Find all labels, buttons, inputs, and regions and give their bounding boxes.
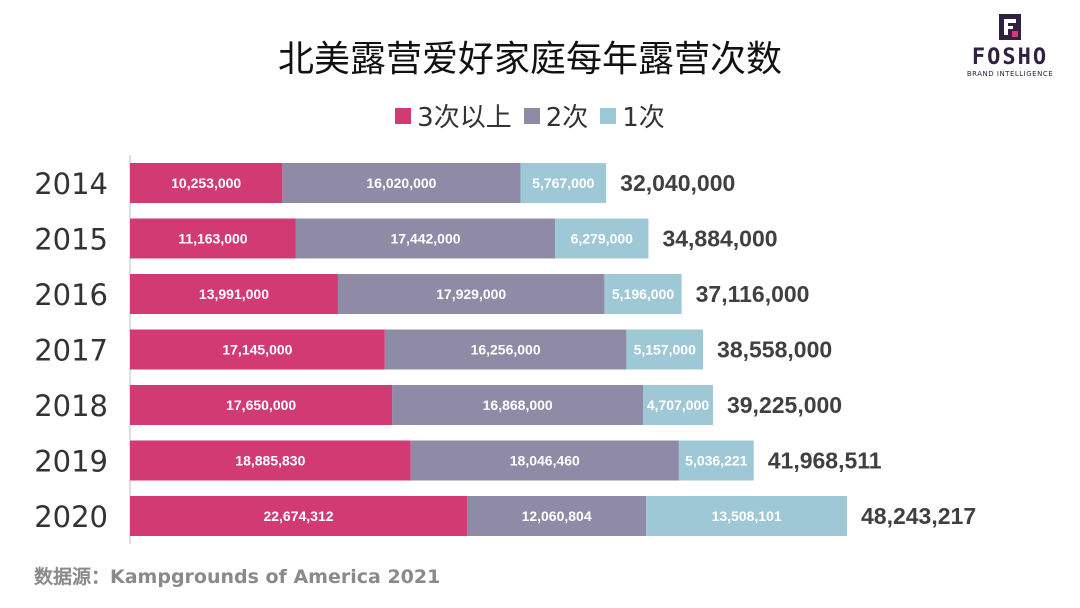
source-note: 数据源：Kampgrounds of America 2021 bbox=[34, 566, 441, 588]
total-label-2018: 39,225,000 bbox=[727, 392, 842, 418]
bar-value-label-2020-s1: 12,060,804 bbox=[522, 508, 592, 524]
bar-segment-2020-s1 bbox=[466, 496, 647, 536]
bar-value-label-2018-s0: 17,650,000 bbox=[226, 397, 296, 413]
bar-segment-2018-s1 bbox=[392, 385, 644, 425]
bar-value-label-2014-s0: 10,253,000 bbox=[171, 175, 241, 191]
bar-segment-2015-s2 bbox=[555, 218, 649, 259]
bar-segment-2017-s0 bbox=[130, 329, 385, 370]
year-label-2020: 2020 bbox=[34, 500, 108, 534]
logo-tagline: BRAND INTELLIGENCE bbox=[966, 70, 1054, 78]
total-label-2016: 37,116,000 bbox=[696, 281, 810, 307]
bar-value-label-2017-s0: 17,145,000 bbox=[222, 342, 292, 358]
logo-mark-icon bbox=[999, 14, 1021, 40]
legend: 3次以上 2次 1次 bbox=[0, 97, 1060, 134]
total-label-2019: 41,968,511 bbox=[768, 448, 882, 474]
brand-logo: FOSHO BRAND INTELLIGENCE bbox=[958, 14, 1062, 78]
bar-segment-2017-s2 bbox=[626, 329, 704, 370]
year-label-2016: 2016 bbox=[34, 278, 108, 312]
bar-value-label-2019-s2: 5,036,221 bbox=[685, 453, 747, 469]
year-label-2014: 2014 bbox=[34, 167, 108, 201]
bar-value-label-2016-s0: 13,991,000 bbox=[199, 286, 269, 302]
legend-item-3plus: 3次以上 bbox=[395, 97, 512, 134]
legend-swatch-2 bbox=[523, 107, 540, 124]
total-label-2020: 48,243,217 bbox=[861, 503, 976, 529]
bar-segment-2014-s2 bbox=[520, 163, 607, 203]
bar-segment-2018-s2 bbox=[643, 385, 713, 425]
logo-wordmark: FOSHO bbox=[971, 45, 1049, 70]
bar-segment-2018-s0 bbox=[130, 385, 393, 425]
year-label-2019: 2019 bbox=[34, 445, 108, 479]
bar-value-label-2015-s1: 17,442,000 bbox=[390, 231, 460, 247]
legend-swatch-3plus bbox=[395, 107, 412, 124]
year-label-2018: 2018 bbox=[34, 389, 108, 423]
bar-value-label-2020-s0: 22,674,312 bbox=[263, 508, 333, 524]
bar-segment-2017-s1 bbox=[384, 329, 627, 370]
bar-segment-2015-s0 bbox=[130, 218, 296, 259]
bar-value-label-2015-s2: 6,279,000 bbox=[571, 231, 633, 247]
bar-value-label-2017-s1: 16,256,000 bbox=[471, 342, 541, 358]
bar-segment-2019-s1 bbox=[410, 440, 679, 481]
total-label-2014: 32,040,000 bbox=[620, 170, 735, 196]
total-label-2015: 34,884,000 bbox=[662, 226, 777, 252]
bar-segment-2020-s2 bbox=[646, 496, 847, 536]
bar-value-label-2019-s1: 18,046,460 bbox=[510, 453, 580, 469]
bar-segment-2016-s2 bbox=[604, 274, 682, 314]
bar-value-label-2018-s2: 4,707,000 bbox=[647, 397, 709, 413]
legend-item-1: 1次 bbox=[600, 97, 665, 134]
bar-value-label-2016-s1: 17,929,000 bbox=[436, 286, 506, 302]
bar-segment-2014-s1 bbox=[282, 163, 521, 203]
bar-value-label-2019-s0: 18,885,830 bbox=[235, 453, 305, 469]
bar-value-label-2020-s2: 13,508,101 bbox=[712, 508, 782, 524]
year-label-2015: 2015 bbox=[34, 223, 108, 257]
bar-segment-2014-s0 bbox=[130, 163, 283, 203]
legend-label-1: 1次 bbox=[622, 103, 665, 133]
legend-item-2: 2次 bbox=[523, 97, 589, 134]
bar-value-label-2017-s2: 5,157,000 bbox=[634, 342, 696, 358]
bar-segment-2019-s2 bbox=[678, 440, 754, 481]
bar-segment-2016-s1 bbox=[337, 274, 605, 314]
total-label-2017: 38,558,000 bbox=[717, 337, 832, 363]
legend-label-2: 2次 bbox=[545, 103, 589, 133]
chart-title: 北美露营爱好家庭每年露营次数 bbox=[277, 39, 782, 80]
bar-segment-2015-s1 bbox=[295, 218, 556, 259]
bar-value-label-2016-s2: 5,196,000 bbox=[612, 286, 674, 302]
legend-label-3plus: 3次以上 bbox=[417, 103, 512, 133]
bar-value-label-2018-s1: 16,868,000 bbox=[483, 397, 553, 413]
bar-segment-2016-s0 bbox=[130, 274, 338, 314]
year-label-2017: 2017 bbox=[34, 334, 108, 368]
bar-value-label-2015-s0: 11,163,000 bbox=[178, 231, 248, 247]
bar-segment-2020-s0 bbox=[130, 496, 467, 536]
bar-value-label-2014-s2: 5,767,000 bbox=[532, 175, 594, 191]
legend-swatch-1 bbox=[600, 107, 617, 124]
bar-segment-2019-s0 bbox=[130, 440, 411, 481]
bar-value-label-2014-s1: 16,020,000 bbox=[366, 175, 436, 191]
